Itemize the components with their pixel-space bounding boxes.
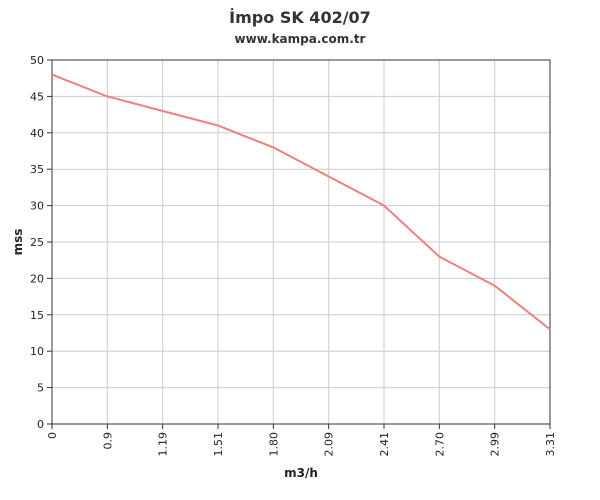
x-tick-label: 2.70 <box>433 432 446 457</box>
x-tick-label: 2.09 <box>323 432 336 457</box>
x-tick-label: 2.41 <box>378 432 391 457</box>
x-tick-label: 1.19 <box>157 432 170 457</box>
y-tick-label: 30 <box>30 200 44 213</box>
y-axis-title: mss <box>11 229 25 256</box>
x-tick-label: 0 <box>46 432 59 439</box>
x-tick-label: 1.51 <box>212 432 225 457</box>
series-layer <box>51 73 551 331</box>
x-tick-labels: 0 0.9 1.19 1.51 1.80 2.09 2.41 2.70 2.99 3.31 <box>46 432 557 457</box>
x-tick-label: 0.9 <box>101 432 114 450</box>
y-tick-label: 0 <box>37 418 44 431</box>
x-tick-label: 2.99 <box>489 432 502 457</box>
series-line <box>51 73 551 331</box>
x-tick-label: 1.80 <box>267 432 280 457</box>
y-tick-label: 35 <box>30 163 44 176</box>
axes <box>47 59 551 429</box>
y-tick-label: 50 <box>30 54 44 67</box>
y-tick-label: 20 <box>30 272 44 285</box>
chart-subtitle: www.kampa.com.tr <box>234 32 366 46</box>
grid-lines <box>51 59 551 425</box>
plot-frame <box>51 59 551 425</box>
y-tick-label: 40 <box>30 127 44 140</box>
y-tick-label: 10 <box>30 345 44 358</box>
y-tick-labels: 0 5 10 15 20 25 30 35 40 45 50 <box>30 54 44 431</box>
x-tick-label: 3.31 <box>544 432 557 457</box>
x-axis-title: m3/h <box>284 466 318 480</box>
y-tick-label: 15 <box>30 309 44 322</box>
y-tick-label: 5 <box>37 382 44 395</box>
chart-title: İmpo SK 402/07 <box>229 8 371 27</box>
y-tick-label: 45 <box>30 90 44 103</box>
y-tick-label: 25 <box>30 236 44 249</box>
